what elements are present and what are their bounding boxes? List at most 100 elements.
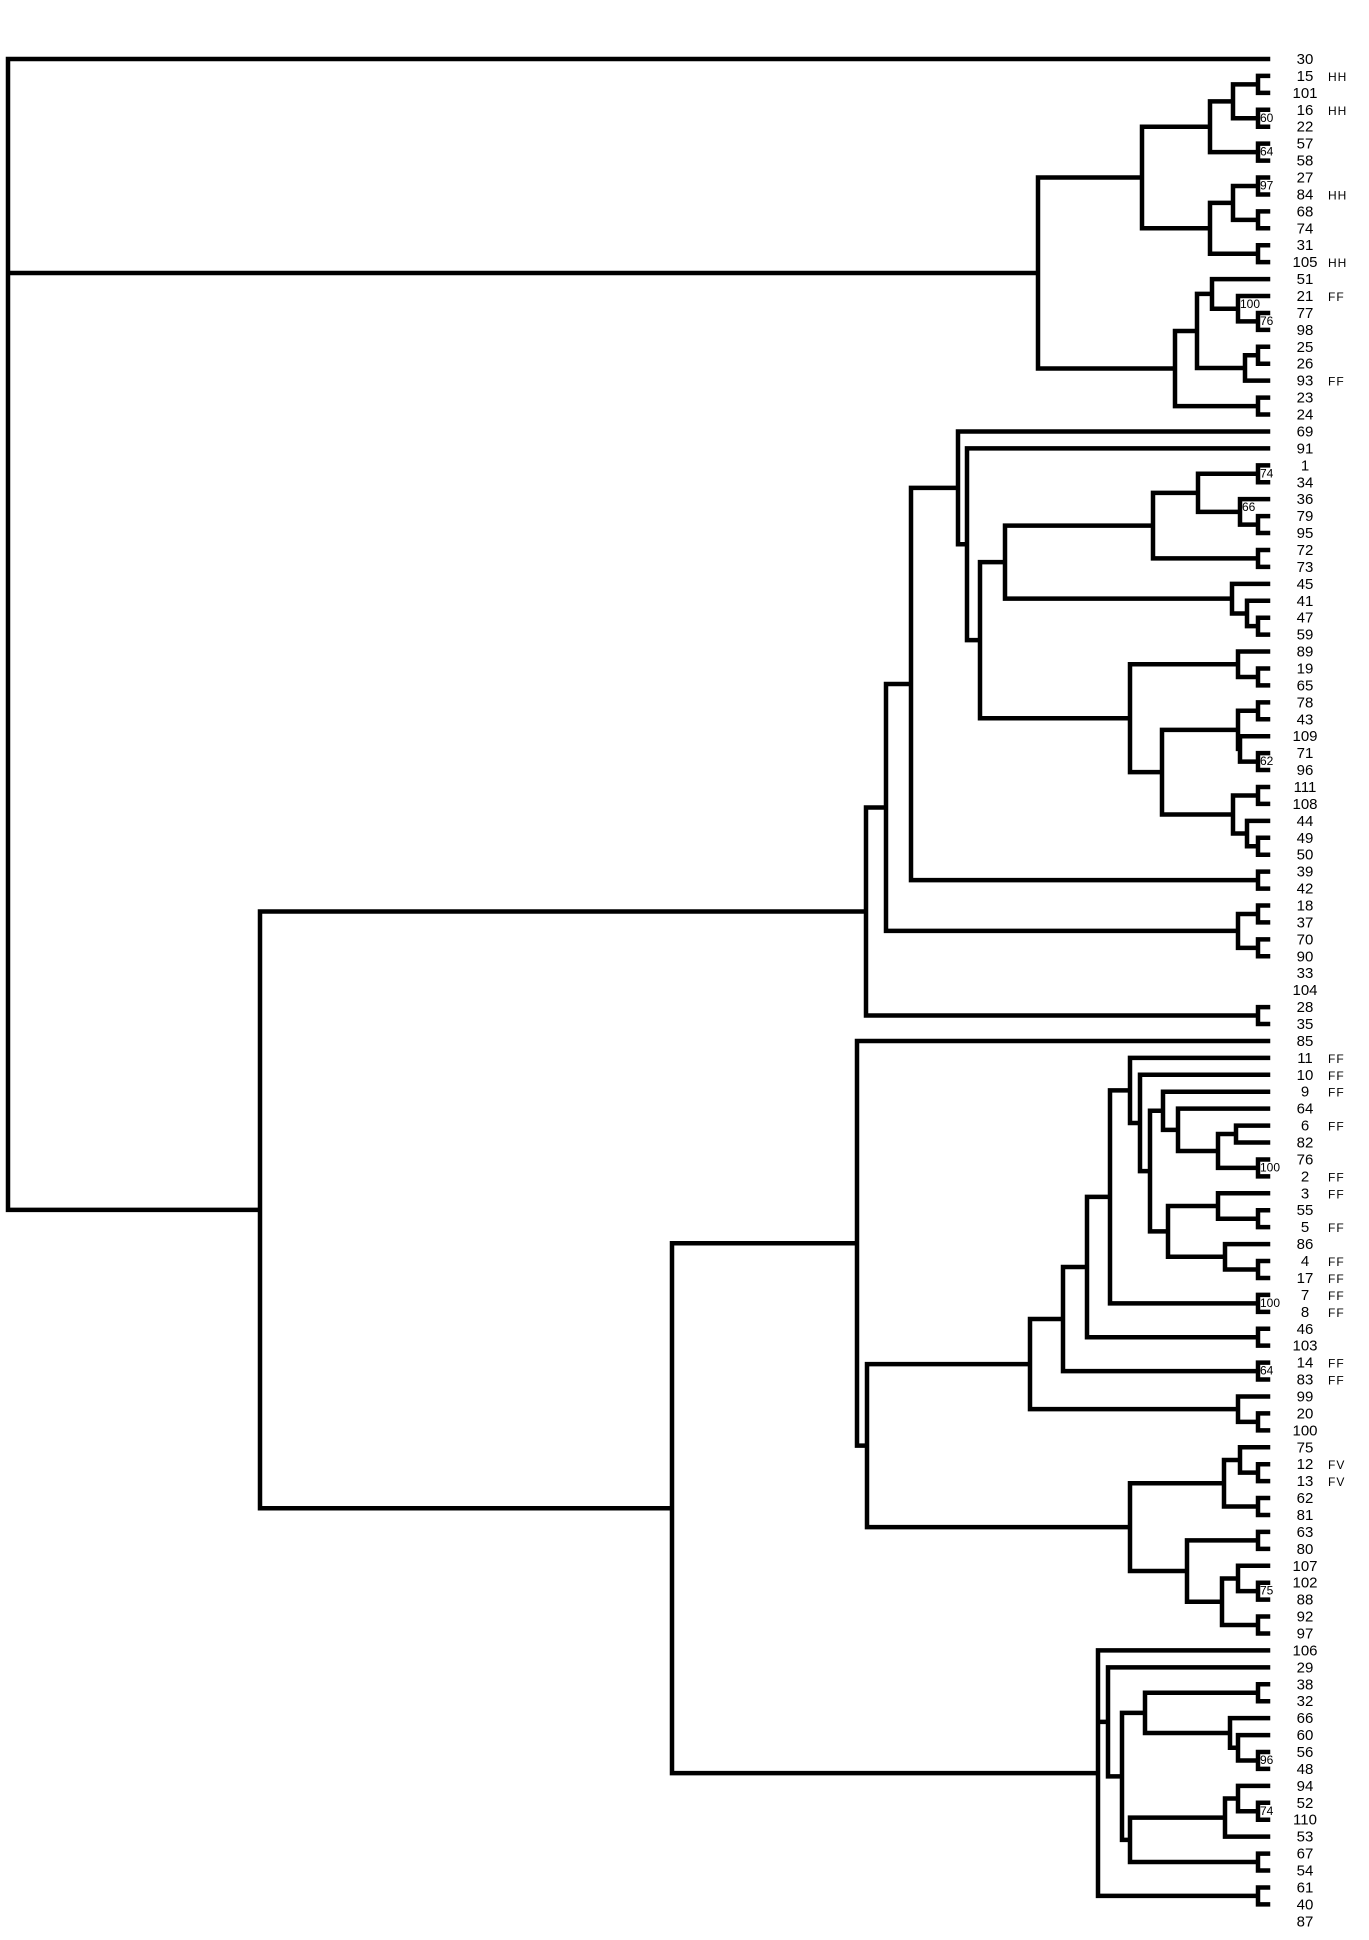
leaf-label: 111 <box>1294 779 1317 796</box>
leaf-label: 90 <box>1297 948 1314 965</box>
leaf-label: 75 <box>1297 1439 1314 1456</box>
leaf-label: 89 <box>1297 644 1314 661</box>
bootstrap-value: 74 <box>1260 1804 1274 1818</box>
leaf-tag: FF <box>1328 1306 1345 1320</box>
leaf-label: 84 <box>1297 186 1314 203</box>
leaf-label: 30 <box>1297 51 1314 68</box>
leaf-label: 33 <box>1297 965 1314 982</box>
leaf-label: 26 <box>1297 356 1314 373</box>
leaf-label: 67 <box>1297 1846 1314 1863</box>
leaf-tag: HH <box>1328 70 1347 84</box>
leaf-label: 101 <box>1292 85 1317 102</box>
leaf-label: 47 <box>1297 610 1314 627</box>
leaf-label: 43 <box>1297 711 1314 728</box>
leaf-label: 35 <box>1297 1016 1314 1033</box>
leaf-label: 12 <box>1297 1456 1314 1473</box>
leaf-label: 109 <box>1292 728 1317 745</box>
leaf-label: 105 <box>1292 254 1317 271</box>
leaf-label: 36 <box>1297 491 1314 508</box>
leaf-label: 4 <box>1301 1253 1309 1270</box>
leaf-label: 81 <box>1297 1507 1314 1524</box>
leaf-label: 25 <box>1297 339 1314 356</box>
leaf-label: 1 <box>1301 457 1309 474</box>
leaf-label: 70 <box>1297 931 1314 948</box>
leaf-label: 14 <box>1297 1355 1314 1372</box>
leaf-label: 13 <box>1297 1473 1314 1490</box>
leaf-tag: FF <box>1328 1187 1345 1201</box>
bootstrap-value: 100 <box>1260 1296 1280 1310</box>
leaf-label: 102 <box>1292 1575 1317 1592</box>
leaf-label: 16 <box>1297 102 1314 119</box>
leaf-label: 110 <box>1293 1812 1317 1829</box>
leaf-label: 68 <box>1297 203 1314 220</box>
leaf-label: 20 <box>1297 1405 1314 1422</box>
leaf-label: 44 <box>1297 813 1314 830</box>
leaf-label: 59 <box>1297 627 1314 644</box>
bootstrap-value: 62 <box>1260 754 1274 768</box>
leaf-label: 103 <box>1292 1338 1317 1355</box>
leaf-label: 58 <box>1297 153 1314 170</box>
leaf-label: 46 <box>1297 1321 1314 1338</box>
leaf-label: 97 <box>1297 1625 1314 1642</box>
leaf-tag: HH <box>1328 104 1347 118</box>
leaf-label: 69 <box>1297 423 1314 440</box>
leaf-label: 100 <box>1292 1422 1317 1439</box>
leaf-label: 55 <box>1297 1202 1314 1219</box>
leaf-label: 62 <box>1297 1490 1314 1507</box>
leaf-label: 39 <box>1297 864 1314 881</box>
leaf-label: 22 <box>1297 119 1314 136</box>
leaf-label: 94 <box>1297 1778 1314 1795</box>
leaf-label: 23 <box>1297 390 1314 407</box>
leaf-label: 24 <box>1297 407 1314 424</box>
leaf-label: 72 <box>1297 542 1314 559</box>
leaf-label: 38 <box>1297 1676 1314 1693</box>
leaf-tag: HH <box>1328 256 1347 270</box>
leaf-label: 85 <box>1297 1033 1314 1050</box>
leaf-tag: FF <box>1328 1289 1345 1303</box>
leaf-label: 28 <box>1297 999 1314 1016</box>
leaf-label: 40 <box>1297 1896 1314 1913</box>
leaf-label: 2 <box>1301 1168 1309 1185</box>
leaf-label: 108 <box>1292 796 1317 813</box>
leaf-label: 80 <box>1297 1541 1314 1558</box>
leaf-label: 19 <box>1297 660 1314 677</box>
leaf-label: 87 <box>1297 1913 1314 1930</box>
leaf-label: 32 <box>1297 1693 1314 1710</box>
leaf-label: 56 <box>1297 1744 1314 1761</box>
leaf-label: 95 <box>1297 525 1314 542</box>
leaf-label: 74 <box>1297 220 1314 237</box>
leaf-label: 78 <box>1297 694 1314 711</box>
leaf-label: 96 <box>1297 762 1314 779</box>
leaf-label: 48 <box>1297 1761 1314 1778</box>
leaf-tag: FV <box>1328 1475 1345 1489</box>
leaf-label: 31 <box>1297 237 1314 254</box>
leaf-label: 45 <box>1297 576 1314 593</box>
leaf-label: 77 <box>1297 305 1314 322</box>
leaf-label: 73 <box>1297 559 1314 576</box>
leaf-label: 27 <box>1297 170 1314 187</box>
leaf-label: 64 <box>1297 1101 1314 1118</box>
leaf-tag: FF <box>1328 375 1345 389</box>
leaf-label: 29 <box>1297 1659 1314 1676</box>
leaf-label: 83 <box>1297 1372 1314 1389</box>
bootstrap-value: 100 <box>1240 297 1260 311</box>
leaf-tag: FF <box>1328 1086 1345 1100</box>
leaf-label: 53 <box>1297 1829 1314 1846</box>
leaf-label: 52 <box>1297 1795 1314 1812</box>
leaf-tag: FF <box>1328 1052 1345 1066</box>
leaf-label: 88 <box>1297 1592 1314 1609</box>
bootstrap-value: 66 <box>1242 500 1256 514</box>
leaf-label: 6 <box>1301 1118 1309 1135</box>
leaf-label: 17 <box>1297 1270 1314 1287</box>
bootstrap-value: 100 <box>1260 1160 1280 1174</box>
leaf-tag: FF <box>1328 1120 1345 1134</box>
leaf-label: 76 <box>1297 1151 1314 1168</box>
leaf-label: 7 <box>1301 1287 1309 1304</box>
leaf-label: 99 <box>1297 1388 1314 1405</box>
leaf-label: 3 <box>1301 1185 1309 1202</box>
leaf-label: 65 <box>1297 677 1314 694</box>
leaf-label: 34 <box>1297 474 1314 491</box>
leaf-label: 98 <box>1297 322 1314 339</box>
leaf-label: 106 <box>1292 1642 1317 1659</box>
